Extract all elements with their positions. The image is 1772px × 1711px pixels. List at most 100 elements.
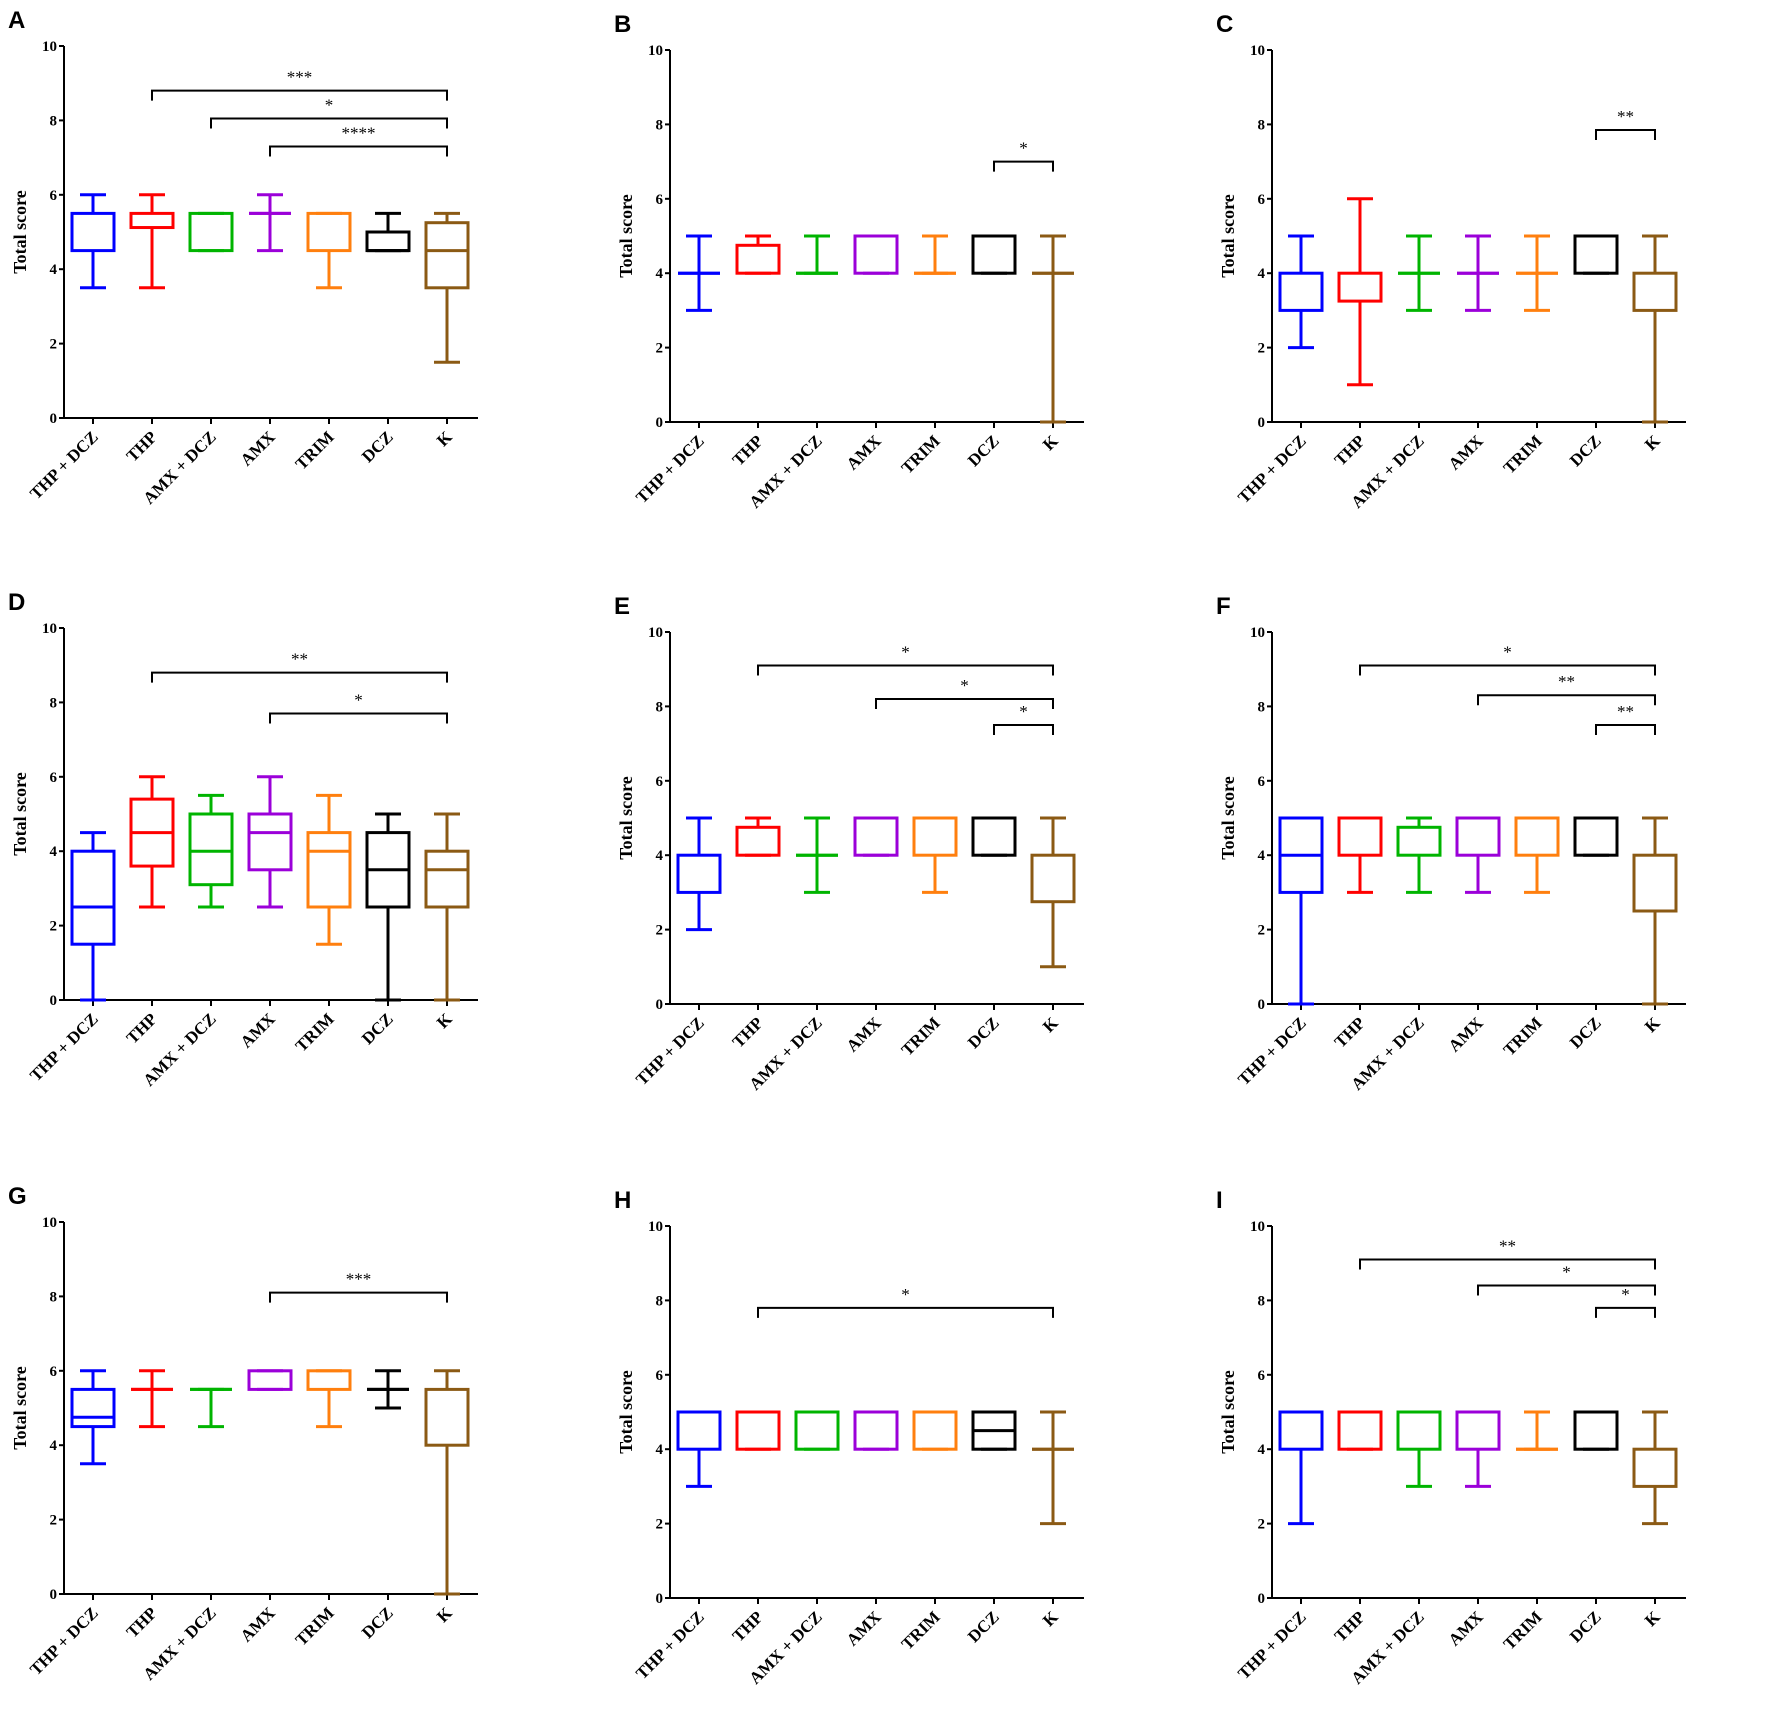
- iqr-box: [1455, 816, 1501, 857]
- panel-f: F 0 2 4 6 8 10 Total score THP + DCZ THP AMX + DCZ…: [1208, 586, 1772, 1166]
- significance-label: *: [325, 96, 334, 115]
- iqr-box: [676, 1410, 722, 1451]
- box-thp-dcz: [678, 234, 720, 312]
- x-tick-label: AMX: [237, 427, 280, 470]
- x-tick-label: TRIM: [898, 1013, 944, 1059]
- box-amx: [247, 775, 293, 909]
- x-tick-label: TRIM: [1500, 1607, 1546, 1653]
- panel-label: I: [1216, 1187, 1223, 1214]
- y-axis-label: Total score: [616, 776, 636, 860]
- x-tick-label: AMX: [843, 1607, 886, 1650]
- iqr-box: [129, 211, 175, 230]
- box-dcz: [365, 211, 411, 253]
- box-thp: [1337, 197, 1383, 387]
- significance-bracket: [269, 145, 448, 157]
- x-tick-label: K: [433, 427, 456, 450]
- iqr-box: [853, 816, 899, 857]
- y-tick-label: 4: [50, 262, 58, 278]
- iqr-box: [1573, 816, 1619, 857]
- box-amx: [853, 816, 899, 857]
- significance-bracket: [757, 664, 1054, 676]
- x-tick-label: THP + DCZ: [632, 1607, 708, 1683]
- x-tick-label: K: [433, 1603, 456, 1626]
- box-k: [1632, 234, 1678, 424]
- iqr-box: [306, 211, 352, 253]
- box-thp-dcz: [676, 816, 722, 932]
- y-tick-label: 8: [656, 1293, 664, 1309]
- y-tick-label: 2: [50, 919, 58, 935]
- significance-label: **: [291, 650, 308, 669]
- y-tick-label: 8: [656, 699, 664, 715]
- x-tick-label: K: [1641, 1013, 1664, 1036]
- x-tick-label: THP: [729, 1607, 767, 1645]
- x-tick-label: DCZ: [964, 1013, 1003, 1052]
- x-tick-label: AMX: [1445, 431, 1488, 474]
- y-tick-label: 8: [656, 117, 664, 133]
- x-tick-label: DCZ: [358, 427, 397, 466]
- box-amx: [247, 1369, 293, 1391]
- x-tick-label: TRIM: [898, 431, 944, 477]
- box-trim: [1514, 816, 1560, 894]
- significance-bracket: [1595, 1306, 1656, 1318]
- box-amx: [1455, 816, 1501, 894]
- significance-label: *: [901, 1285, 910, 1304]
- box-thp: [735, 816, 781, 857]
- iqr-box: [1514, 816, 1560, 857]
- panel-e: E 0 2 4 6 8 10 Total score THP + DCZ THP AMX + DCZ…: [606, 586, 1206, 1166]
- y-axis-label: Total score: [1218, 194, 1238, 278]
- significance-bracket: [210, 117, 448, 129]
- significance-label: **: [1617, 702, 1634, 721]
- iqr-box: [971, 234, 1017, 275]
- box-amx: [249, 193, 291, 253]
- x-tick-label: THP + DCZ: [26, 1603, 102, 1679]
- x-tick-label: DCZ: [1566, 431, 1605, 470]
- iqr-box: [853, 1410, 899, 1451]
- box-thp-dcz: [1278, 816, 1324, 1006]
- iqr-box: [1455, 1410, 1501, 1451]
- y-tick-label: 0: [50, 1587, 58, 1603]
- significance-label: *: [1621, 1285, 1630, 1304]
- x-tick-label: K: [1039, 1013, 1062, 1036]
- significance-label: **: [1558, 672, 1575, 691]
- y-tick-label: 10: [1250, 43, 1265, 59]
- y-tick-label: 0: [1258, 415, 1266, 431]
- box-amx-dcz: [188, 211, 234, 253]
- significance-label: ****: [342, 123, 376, 142]
- box-trim: [914, 234, 956, 275]
- panel-d: D 0 2 4 6 8 10 Total score THP + DCZ THP AMX + DCZ…: [0, 582, 600, 1162]
- panel-a: A 0 2 4 6 8 10 Total score THP + DCZ THP AMX + DCZ…: [0, 0, 600, 580]
- box-k: [1632, 1410, 1678, 1526]
- significance-bracket: [269, 1291, 448, 1303]
- y-tick-label: 2: [50, 1513, 58, 1529]
- iqr-box: [853, 234, 899, 275]
- box-dcz: [971, 234, 1017, 275]
- y-tick-label: 6: [50, 188, 58, 204]
- box-amx: [853, 234, 899, 275]
- box-amx: [853, 1410, 899, 1451]
- panel-i: I 0 2 4 6 8 10 Total score THP + DCZ THP AMX + DCZ…: [1208, 1180, 1772, 1711]
- y-axis-label: Total score: [1218, 776, 1238, 860]
- iqr-box: [971, 816, 1017, 857]
- y-tick-label: 8: [1258, 117, 1266, 133]
- significance-bracket: [993, 724, 1054, 735]
- y-tick-label: 6: [656, 192, 664, 208]
- y-tick-label: 10: [1250, 1219, 1265, 1235]
- x-tick-label: DCZ: [1566, 1607, 1605, 1646]
- x-tick-label: THP + DCZ: [1234, 1607, 1310, 1683]
- y-axis-label: Total score: [1218, 1370, 1238, 1454]
- x-tick-label: THP: [1331, 431, 1369, 469]
- y-tick-label: 0: [50, 411, 58, 427]
- iqr-box: [1396, 1410, 1442, 1451]
- y-tick-label: 8: [1258, 699, 1266, 715]
- significance-label: *: [1019, 139, 1028, 158]
- box-amx-dcz: [190, 1387, 232, 1429]
- box-amx-dcz: [1396, 816, 1442, 894]
- y-axis-label: Total score: [10, 772, 30, 856]
- iqr-box: [1337, 816, 1383, 857]
- box-dcz: [1573, 816, 1619, 857]
- box-trim: [912, 1410, 958, 1451]
- y-tick-label: 0: [656, 997, 664, 1013]
- box-trim: [306, 793, 352, 946]
